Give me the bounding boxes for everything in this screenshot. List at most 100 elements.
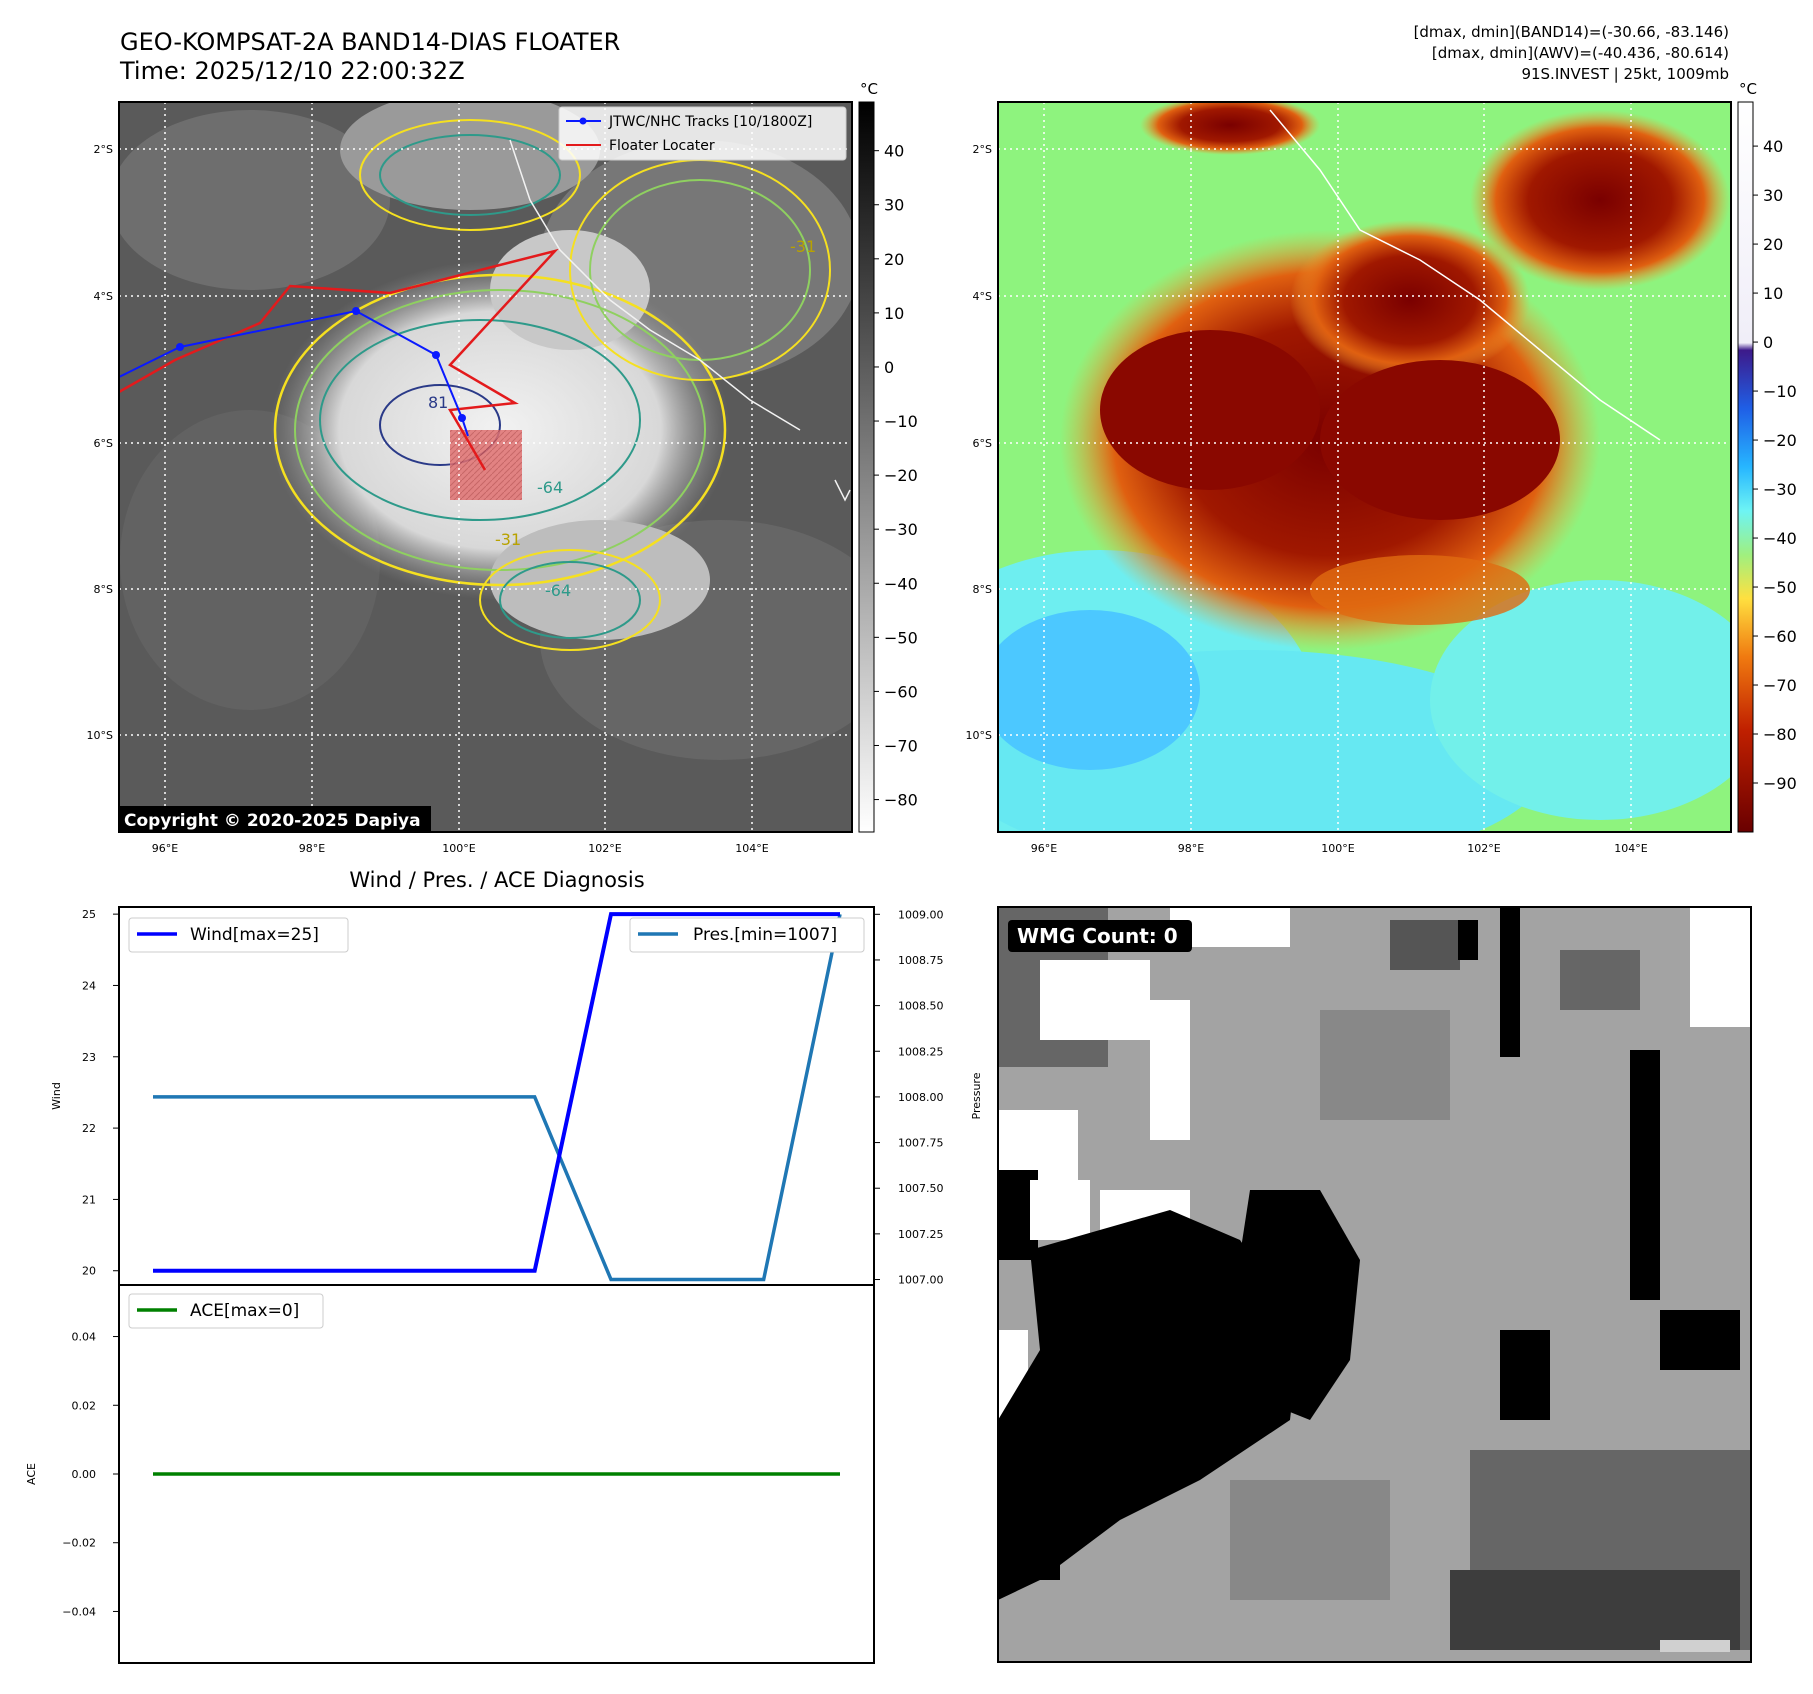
colorbar-tick-label: −70 (884, 736, 918, 755)
colorbar-tick-label: −30 (884, 520, 918, 539)
colorbar-tick-label: 20 (884, 250, 904, 269)
colorbar-tick-label: −80 (884, 791, 918, 810)
colorbar-tick-label: 40 (1763, 137, 1783, 156)
colorbar-tick-label: −40 (1763, 529, 1797, 548)
wmg-count-label: WMG Count: 0 (1017, 924, 1178, 948)
colorbar-tick-label: −60 (1763, 627, 1797, 646)
wind-tick-label: 25 (82, 908, 96, 921)
lon-tick-label: 98°E (1178, 842, 1204, 855)
figure-title: GEO-KOMPSAT-2A BAND14-DIAS FLOATER (120, 28, 620, 56)
colorbar-tick-label: −70 (1763, 676, 1797, 695)
pres-tick-label: 1008.50 (898, 1000, 944, 1013)
diagnosis-title: Wind / Pres. / ACE Diagnosis (349, 868, 644, 892)
colorbar-tick-label: −40 (884, 574, 918, 593)
wmg-panel: WMG Count: 0 (997, 906, 1752, 1663)
pres-tick-label: 1009.00 (898, 908, 944, 921)
colorbar-unit: °C (860, 80, 878, 98)
pres-legend-label: Pres.[min=1007] (693, 925, 837, 945)
pres-tick-label: 1008.75 (898, 954, 944, 967)
wind-tick-label: 24 (82, 979, 96, 992)
wind-axis-label: Wind (50, 1082, 63, 1110)
map-legend: JTWC/NHC Tracks [10/1800Z] Floater Locat… (558, 106, 847, 161)
lon-tick-label: 96°E (152, 842, 178, 855)
ace-legend: ACE[max=0] (128, 1293, 324, 1329)
lat-tick-label: 2°S (973, 143, 992, 156)
copyright-text: Copyright © 2020-2025 Dapiya (124, 811, 421, 831)
pres-tick-label: 1007.75 (898, 1137, 944, 1150)
wind-tick-label: 23 (82, 1051, 96, 1064)
colorbar-tick-label: −60 (884, 682, 918, 701)
figure-time: Time: 2025/12/10 22:00:32Z (119, 57, 465, 85)
wind-tick-label: 20 (82, 1265, 96, 1278)
colorbar-unit: °C (1739, 80, 1757, 98)
lat-tick-label: 6°S (94, 437, 113, 450)
colorbar-tick-label: −10 (1763, 382, 1797, 401)
wind-legend: Wind[max=25] (128, 917, 349, 953)
colorbar-tick-label: 30 (1763, 186, 1783, 205)
pres-tick-label: 1008.00 (898, 1091, 944, 1104)
lat-tick-label: 10°S (966, 729, 992, 742)
band14-range-text: [dmax, dmin](BAND14)=(-30.66, -83.146) (1414, 23, 1729, 41)
track-point (432, 351, 440, 359)
pres-tick-label: 1007.50 (898, 1182, 944, 1195)
ace-tick-label: 0.02 (72, 1399, 97, 1412)
colorbar-tick-label: 0 (884, 358, 894, 377)
wind-series-line (153, 912, 840, 1273)
awv-colorbar: °C (1737, 80, 1757, 833)
colorbar-tick-label: −50 (1763, 578, 1797, 597)
lat-tick-label: 6°S (973, 437, 992, 450)
colorbar-tick-label: −20 (1763, 431, 1797, 450)
lon-tick-label: 102°E (1467, 842, 1500, 855)
map-grid (119, 102, 852, 832)
lat-tick-label: 8°S (973, 583, 992, 596)
track-point (458, 414, 466, 422)
ace-tick-label: 0.00 (72, 1468, 97, 1481)
contour-label: 81 (428, 393, 448, 412)
band14-map: 81 -64 -64 -31 -31 JTWC/NHC Tracks [10/1… (118, 101, 853, 833)
wind-legend-label: Wind[max=25] (190, 925, 319, 945)
ace-tick-label: 0.04 (72, 1331, 97, 1344)
lon-tick-label: 96°E (1031, 842, 1057, 855)
colorbar-tick-label: −90 (1763, 774, 1797, 793)
lon-tick-label: 102°E (588, 842, 621, 855)
lat-tick-label: 8°S (94, 583, 113, 596)
pres-tick-label: 1008.25 (898, 1045, 944, 1058)
pressure-axis-label: Pressure (970, 1072, 983, 1119)
colorbar-tick-label: 20 (1763, 235, 1783, 254)
lon-tick-label: 100°E (442, 842, 475, 855)
storm-info-text: 91S.INVEST | 25kt, 1009mb (1521, 65, 1729, 83)
lat-tick-label: 10°S (87, 729, 113, 742)
chart-marks: 20 21 22 23 24 25 1007.00 1007.25 1007.50 1007.75… (62, 908, 943, 1618)
lon-tick-label: 100°E (1321, 842, 1354, 855)
pres-tick-label: 1007.25 (898, 1228, 944, 1241)
lat-tick-label: 4°S (94, 290, 113, 303)
colorbar-tick-label: 30 (884, 196, 904, 215)
band14-colorbar: °C (858, 80, 878, 833)
colorbar-tick-label: 10 (1763, 284, 1783, 303)
coastline (1269, 109, 1661, 441)
contour-label: -64 (545, 581, 571, 600)
colorbar-tick-label: −20 (884, 466, 918, 485)
lat-tick-label: 4°S (973, 290, 992, 303)
lon-tick-label: 104°E (1614, 842, 1647, 855)
legend-locater-label: Floater Locater (609, 138, 715, 154)
floater-box (450, 430, 522, 500)
contour-label: -64 (537, 478, 563, 497)
lon-tick-label: 104°E (735, 842, 768, 855)
ace-tick-label: −0.02 (62, 1537, 96, 1550)
pressure-series-line (153, 913, 842, 1282)
wind-tick-label: 21 (82, 1193, 96, 1206)
map-grid (998, 102, 1731, 832)
coastline (509, 139, 801, 431)
ace-axis-label: ACE (25, 1463, 38, 1485)
ace-tick-label: −0.04 (62, 1605, 96, 1618)
copyright-box: Copyright © 2020-2025 Dapiya (119, 806, 431, 832)
awv-map (997, 101, 1732, 833)
ace-legend-label: ACE[max=0] (190, 1301, 299, 1321)
colorbar-tick-label: 0 (1763, 333, 1773, 352)
lat-tick-label: 2°S (94, 143, 113, 156)
colorbar-tick-label: 40 (884, 142, 904, 161)
pres-tick-label: 1007.00 (898, 1274, 944, 1287)
